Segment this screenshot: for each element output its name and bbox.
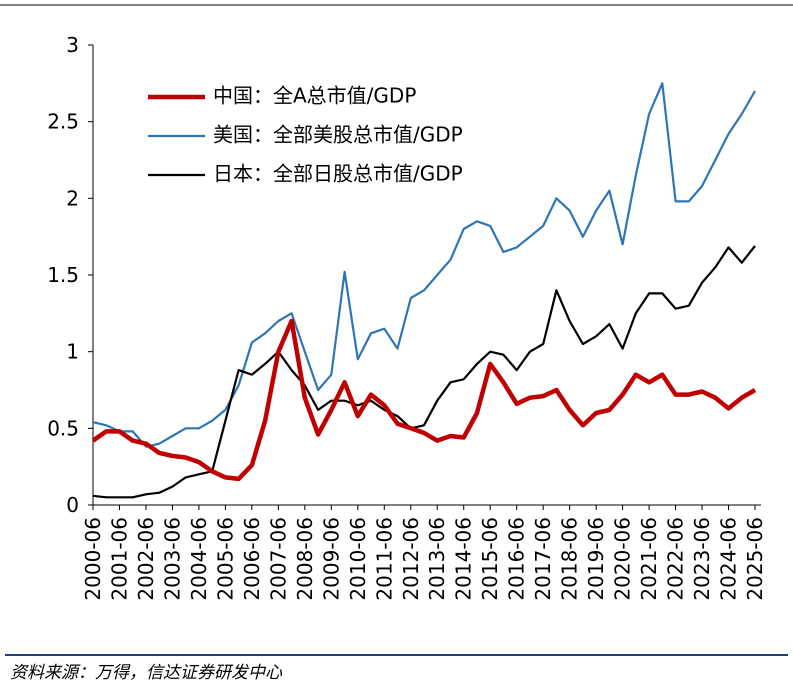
- legend-label: 日本：全部日股总市值/GDP: [213, 162, 463, 186]
- x-tick-label: 2020-06: [611, 517, 635, 601]
- y-tick-label: 3: [66, 33, 79, 57]
- series-line: [92, 245, 756, 499]
- x-tick-label: 2014-06: [452, 517, 476, 601]
- source-note: 资料来源：万得，信达证券研发中心: [10, 663, 283, 683]
- y-tick-label: 0.5: [47, 416, 79, 440]
- x-tick-label: 2002-06: [134, 517, 158, 601]
- x-tick-label: 2019-06: [584, 517, 608, 601]
- y-tick-label: 2.5: [47, 110, 79, 134]
- x-tick-label: 2017-06: [531, 517, 555, 601]
- y-tick-label: 2: [66, 186, 79, 210]
- x-tick-label: 2000-06: [81, 517, 105, 601]
- x-tick-label: 2003-06: [160, 517, 184, 601]
- y-tick-label: 0: [66, 493, 79, 517]
- y-tick-label: 1: [66, 340, 79, 364]
- x-tick-label: 2018-06: [558, 517, 582, 601]
- x-tick-label: 2008-06: [293, 517, 317, 601]
- x-tick-label: 2009-06: [319, 517, 343, 601]
- x-tick-label: 2023-06: [690, 517, 714, 601]
- x-tick-label: 2013-06: [425, 517, 449, 601]
- legend-label: 美国：全部美股总市值/GDP: [213, 123, 463, 147]
- series-line: [92, 82, 756, 448]
- x-tick-label: 2007-06: [266, 517, 290, 601]
- series-line: [91, 318, 757, 482]
- legend-label: 中国：全A总市值/GDP: [213, 84, 416, 108]
- y-tick-label: 1.5: [47, 263, 79, 287]
- x-tick-label: 2025-06: [743, 517, 767, 601]
- x-tick-label: 2005-06: [213, 517, 237, 601]
- x-tick-label: 2010-06: [346, 517, 370, 601]
- x-tick-label: 2024-06: [717, 517, 741, 601]
- x-tick-label: 2006-06: [240, 517, 264, 601]
- x-tick-label: 2015-06: [478, 517, 502, 601]
- x-tick-label: 2001-06: [107, 517, 131, 601]
- x-tick-label: 2004-06: [187, 517, 211, 601]
- x-tick-label: 2016-06: [505, 517, 529, 601]
- x-tick-label: 2021-06: [637, 517, 661, 601]
- x-tick-label: 2011-06: [372, 517, 396, 601]
- x-tick-label: 2012-06: [399, 517, 423, 601]
- x-tick-label: 2022-06: [664, 517, 688, 601]
